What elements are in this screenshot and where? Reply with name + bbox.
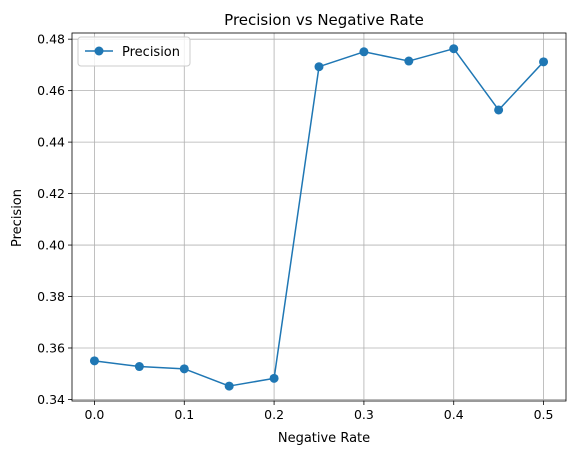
data-point-marker [269,373,279,383]
data-point-marker [224,381,234,391]
data-point-marker [134,362,144,372]
x-tick-label: 0.3 [354,407,374,422]
x-axis-label: Negative Rate [278,431,370,446]
y-tick-label: 0.42 [37,186,65,201]
y-tick-label: 0.40 [37,238,65,253]
y-tick-label: 0.36 [37,340,65,355]
legend: Precision [77,36,191,67]
x-tick-label: 0.2 [264,407,284,422]
y-tick-label: 0.38 [37,289,65,304]
data-point-marker [314,62,324,72]
legend-box [77,36,191,67]
data-point-marker [404,56,414,66]
legend-label-precision: Precision [122,45,180,60]
x-tick-label: 0.1 [174,407,194,422]
y-tick-label: 0.44 [37,135,65,150]
y-tick-label: 0.46 [37,83,65,98]
data-point-marker [359,47,369,57]
data-point-marker [449,44,459,54]
axis-ticks: 0.0 0.1 0.2 0.3 0.4 0.5 0.34 0.36 0.38 0.40 0.42 0.… [37,32,553,422]
y-axis-label: Precision [10,189,25,247]
y-tick-label: 0.34 [37,392,65,407]
legend-marker-sample [94,46,104,56]
data-point-marker [179,364,189,374]
data-point-marker [539,57,549,67]
data-point-marker [494,105,504,115]
x-tick-label: 0.4 [444,407,464,422]
x-tick-label: 0.5 [534,407,554,422]
series-layer [89,44,549,391]
chart-title: Precision vs Negative Rate [224,11,424,29]
y-tick-label: 0.48 [37,32,65,47]
plot-frame [71,32,567,402]
x-tick-label: 0.0 [85,407,105,422]
data-point-marker [89,356,99,366]
